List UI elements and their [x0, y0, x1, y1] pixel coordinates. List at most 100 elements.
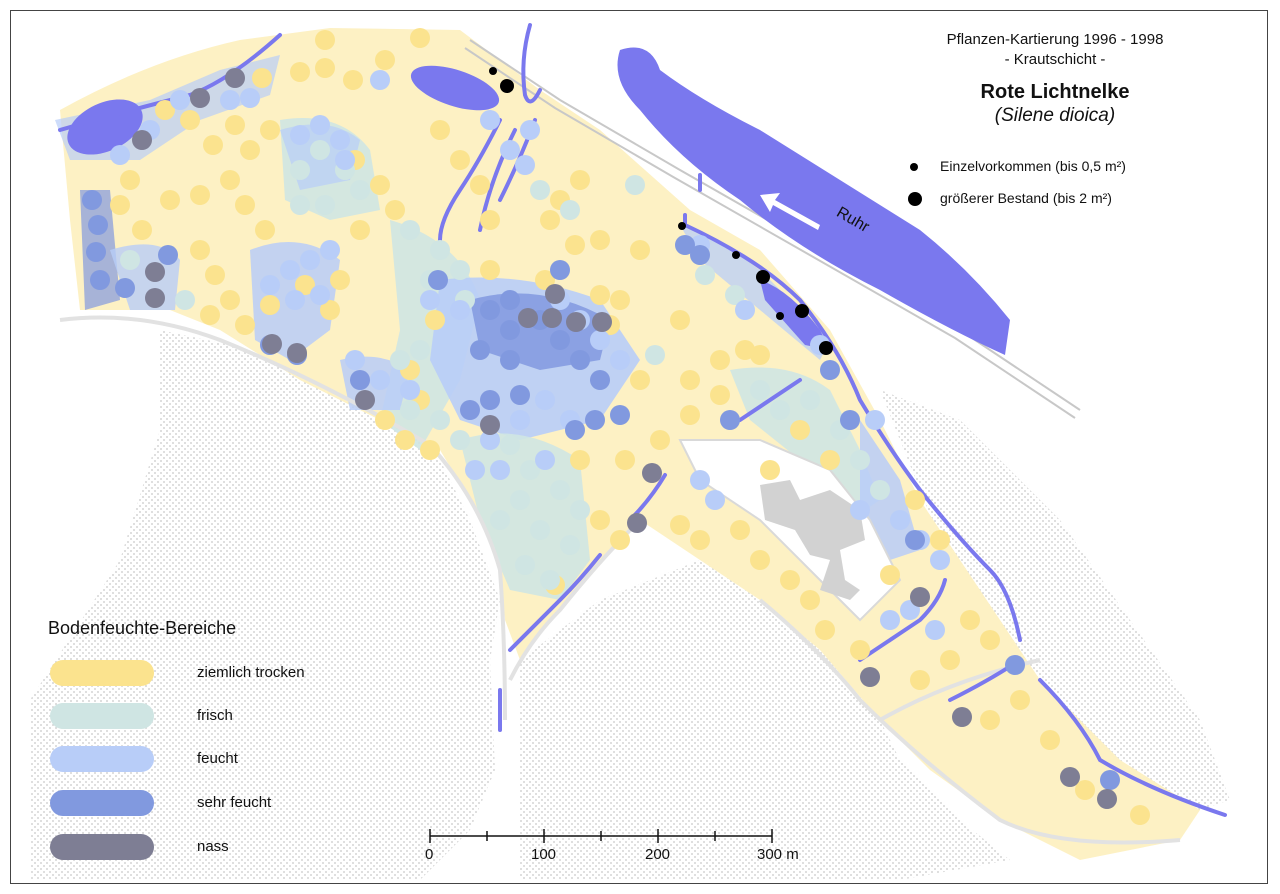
dry-dot — [590, 285, 610, 305]
moist-dot — [535, 390, 555, 410]
very-moist-dot — [820, 360, 840, 380]
dry-dot — [370, 175, 390, 195]
dry-dot — [930, 530, 950, 550]
legend-swatch — [50, 790, 154, 816]
fresh-dot — [310, 140, 330, 160]
dry-dot — [395, 430, 415, 450]
occurrence-legend-large-label: größerer Bestand (bis 2 m²) — [940, 190, 1112, 206]
very-moist-dot — [905, 530, 925, 550]
wet-dot — [642, 463, 662, 483]
fresh-dot — [570, 500, 590, 520]
legend-label: feucht — [197, 750, 238, 767]
legend-label: nass — [197, 838, 229, 855]
fresh-dot — [290, 160, 310, 180]
fresh-dot — [450, 260, 470, 280]
dry-dot — [420, 440, 440, 460]
fresh-dot — [410, 340, 430, 360]
hatched-area-east — [880, 390, 1230, 820]
very-moist-dot — [720, 410, 740, 430]
wet-dots — [132, 68, 1117, 809]
fresh-dot — [520, 460, 540, 480]
wet-dot — [910, 587, 930, 607]
wet-dot — [542, 308, 562, 328]
dry-dot — [220, 290, 240, 310]
legend-label: sehr feucht — [197, 794, 272, 811]
dry-dot — [980, 630, 1000, 650]
dry-dot — [910, 670, 930, 690]
moist-dot — [510, 410, 530, 430]
moist-dot — [300, 250, 320, 270]
occurrence-single — [732, 251, 740, 259]
fresh-dot — [510, 490, 530, 510]
moist-dot — [500, 140, 520, 160]
dry-dot — [850, 640, 870, 660]
dry-dot — [570, 170, 590, 190]
fresh-dot — [625, 175, 645, 195]
dry-dot — [820, 450, 840, 470]
dry-dot — [730, 520, 750, 540]
dry-dot — [132, 220, 152, 240]
dry-dot — [570, 450, 590, 470]
very-moist-dot — [840, 410, 860, 430]
dry-dot — [710, 385, 730, 405]
moist-dot — [535, 450, 555, 470]
dry-dot — [260, 295, 280, 315]
very-moist-dot — [460, 400, 480, 420]
scale-label-200: 200 — [645, 846, 671, 863]
dry-dot — [190, 240, 210, 260]
map-subtitle: - Krautschicht - — [1004, 51, 1106, 68]
scale-label-300: 300 m — [757, 846, 799, 863]
fresh-dot — [120, 250, 140, 270]
dry-dot — [680, 370, 700, 390]
fresh-dot — [400, 220, 420, 240]
moist-dot — [515, 155, 535, 175]
wet-dot — [480, 415, 500, 435]
moist-dot — [490, 460, 510, 480]
dry-dot — [205, 265, 225, 285]
legend-swatch — [50, 834, 154, 860]
moist-dot — [610, 350, 630, 370]
very-moist-dot — [565, 420, 585, 440]
dry-dot — [295, 275, 315, 295]
dry-dot — [960, 610, 980, 630]
fresh-dot — [770, 400, 790, 420]
very-moist-dot — [1100, 770, 1120, 790]
dry-dot — [200, 305, 220, 325]
moist-dot — [110, 145, 130, 165]
fresh-dot — [290, 195, 310, 215]
dry-dot — [430, 120, 450, 140]
large-dot-icon — [908, 192, 922, 206]
very-moist-dot — [690, 245, 710, 265]
very-moist-dot — [480, 390, 500, 410]
fresh-dot — [560, 200, 580, 220]
moist-dot — [335, 150, 355, 170]
legend-swatch — [50, 660, 154, 686]
moist-dot — [290, 125, 310, 145]
dry-dot — [905, 490, 925, 510]
wet-dot — [545, 284, 565, 304]
moist-dot — [345, 350, 365, 370]
moist-dot — [465, 460, 485, 480]
fresh-dot — [695, 265, 715, 285]
dry-dot — [330, 270, 350, 290]
scale-bar — [429, 829, 773, 843]
fresh-dot — [400, 400, 420, 420]
very-moist-dot — [550, 260, 570, 280]
moist-dot — [880, 610, 900, 630]
dry-dot — [690, 530, 710, 550]
wet-dot — [566, 312, 586, 332]
very-moist-dot — [480, 300, 500, 320]
dry-dot — [410, 28, 430, 48]
fresh-dot — [500, 435, 520, 455]
moist-dot — [865, 410, 885, 430]
wet-dot — [145, 288, 165, 308]
map-title-block: Pflanzen-Kartierung 1996 - 1998 - Krauts… — [860, 30, 1250, 128]
moist-dot — [310, 115, 330, 135]
very-moist-dots — [82, 190, 1120, 790]
very-moist-dot — [1005, 655, 1025, 675]
fresh-zone-east — [730, 367, 880, 520]
dry-dot — [255, 220, 275, 240]
fresh-dot — [560, 535, 580, 555]
dry-dot — [750, 550, 770, 570]
dry-dot — [203, 135, 223, 155]
